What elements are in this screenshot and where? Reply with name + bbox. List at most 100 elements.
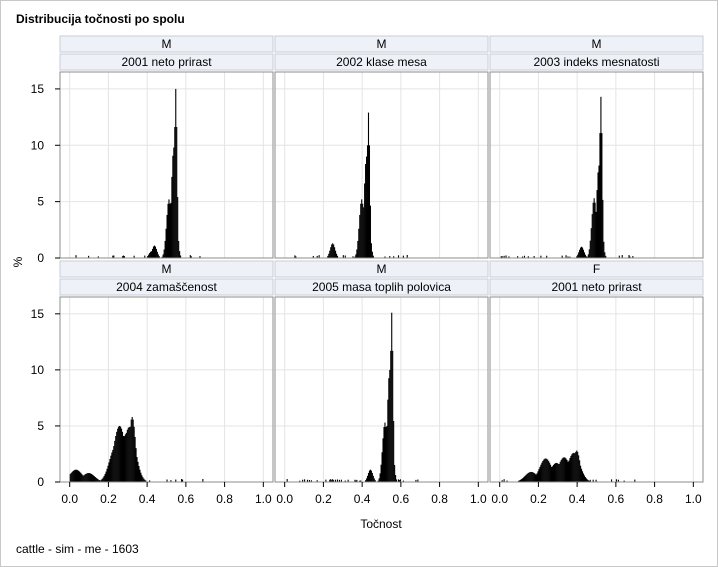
- histogram-bar: [88, 255, 90, 258]
- x-tick-label: 1.0: [470, 492, 487, 506]
- histogram-bar: [312, 255, 314, 258]
- histogram-bar: [334, 247, 336, 258]
- histogram-bar: [91, 474, 94, 482]
- histogram-bar: [79, 471, 81, 482]
- panel-border: [274, 296, 489, 483]
- histogram-bar: [134, 436, 136, 482]
- histogram-bars: [75, 88, 201, 258]
- histogram-bar: [113, 255, 115, 258]
- histogram-bar: [123, 256, 125, 258]
- histogram-bar: [167, 203, 169, 258]
- histogram-bar: [521, 478, 524, 482]
- histogram-bar: [584, 477, 586, 482]
- histogram-bar: [335, 253, 338, 258]
- histogram-bar: [329, 479, 331, 482]
- panel-sex-label: M: [592, 37, 602, 51]
- histogram-bar: [629, 256, 631, 258]
- x-tick-label: 0.4: [569, 492, 586, 506]
- histogram-bar: [585, 478, 587, 482]
- histogram-bar: [591, 214, 593, 258]
- histogram-bar: [541, 462, 543, 482]
- histogram-bar: [286, 479, 288, 482]
- histogram-bar: [399, 479, 401, 482]
- histogram-bar: [362, 203, 364, 258]
- y-tick-label: 10: [31, 363, 45, 377]
- histogram-bar: [112, 255, 114, 258]
- histogram-bar: [116, 431, 118, 482]
- histogram-bar: [554, 463, 556, 482]
- histogram-bar: [581, 246, 583, 258]
- histogram-bar: [593, 198, 595, 258]
- histogram-bar: [156, 251, 158, 258]
- panel-strip-sex: [489, 260, 704, 278]
- histogram-bar: [110, 455, 112, 482]
- histogram-bar: [140, 472, 142, 482]
- chart-title: Distribucija točnosti po spolu: [16, 12, 185, 26]
- histogram-bar: [120, 426, 122, 482]
- histogram-bar: [75, 255, 77, 258]
- histogram-bar: [88, 473, 90, 482]
- histogram-bar: [357, 240, 359, 258]
- panel-border: [59, 296, 274, 483]
- histogram-bar: [124, 434, 126, 482]
- histogram-bar: [556, 463, 558, 482]
- histogram-bar: [106, 468, 108, 482]
- panel-plot-area: [274, 296, 489, 483]
- x-tick-label: 1.0: [255, 492, 272, 506]
- histogram-bar: [601, 133, 603, 258]
- histogram-bar: [108, 462, 110, 482]
- histogram-bar: [342, 255, 344, 258]
- histogram-bar: [519, 480, 521, 482]
- histogram-bar: [595, 479, 597, 482]
- histogram-bar: [523, 476, 525, 482]
- histogram-bar: [573, 452, 575, 482]
- histogram-bar: [581, 247, 584, 258]
- histogram-bar: [84, 474, 86, 482]
- x-tick-label: 0.8: [646, 492, 663, 506]
- histogram-bar: [568, 460, 570, 482]
- panel-4: M 2004 zamaščenost 0 5 10 15 0.0 0.2 0.4 0.6 0.8 1.…: [31, 260, 274, 506]
- histogram-bar: [119, 425, 121, 482]
- histogram-bar: [330, 479, 332, 482]
- histogram-bar: [149, 253, 151, 258]
- histogram-bar: [177, 197, 179, 258]
- histogram-bar: [83, 475, 85, 482]
- histogram-bar: [327, 255, 329, 258]
- histogram-bar: [628, 255, 630, 258]
- histogram-bar: [355, 480, 357, 482]
- x-axis-label: Točnost: [360, 517, 402, 531]
- histogram-bar: [397, 479, 400, 482]
- histogram-bar: [505, 255, 507, 258]
- histogram-bar: [344, 255, 346, 258]
- histogram-bar: [77, 470, 79, 482]
- histogram-bar: [384, 256, 386, 258]
- x-tick-label: 0.6: [608, 492, 625, 506]
- histogram-bar: [100, 479, 102, 482]
- histogram-bar: [105, 471, 107, 482]
- histogram-bar: [336, 479, 339, 482]
- y-tick-label: 5: [37, 419, 44, 433]
- histogram-bar: [415, 479, 417, 482]
- histogram-bar: [540, 255, 542, 258]
- histogram-bar: [580, 247, 582, 258]
- histogram-bar: [592, 479, 594, 482]
- histogram-bar: [306, 479, 309, 482]
- histogram-bar: [551, 466, 554, 482]
- histogram-bar: [125, 432, 127, 482]
- histogram-bar: [386, 426, 388, 482]
- histogram-bar: [559, 461, 561, 482]
- histogram-bar: [150, 251, 152, 258]
- histogram-bar: [538, 469, 540, 482]
- histogram-bar: [181, 479, 184, 482]
- histogram-bar: [355, 254, 357, 258]
- panel-sex-label: M: [162, 37, 172, 51]
- histogram-bar: [99, 480, 101, 482]
- histogram-bar: [202, 479, 204, 482]
- histogram-bar: [569, 256, 571, 258]
- histogram-bar: [354, 256, 356, 258]
- panel-sex-label: M: [377, 37, 387, 51]
- histogram-bar: [582, 249, 585, 258]
- histogram-bar: [555, 462, 557, 482]
- histogram-bar: [377, 480, 379, 482]
- histogram-bar: [366, 475, 369, 482]
